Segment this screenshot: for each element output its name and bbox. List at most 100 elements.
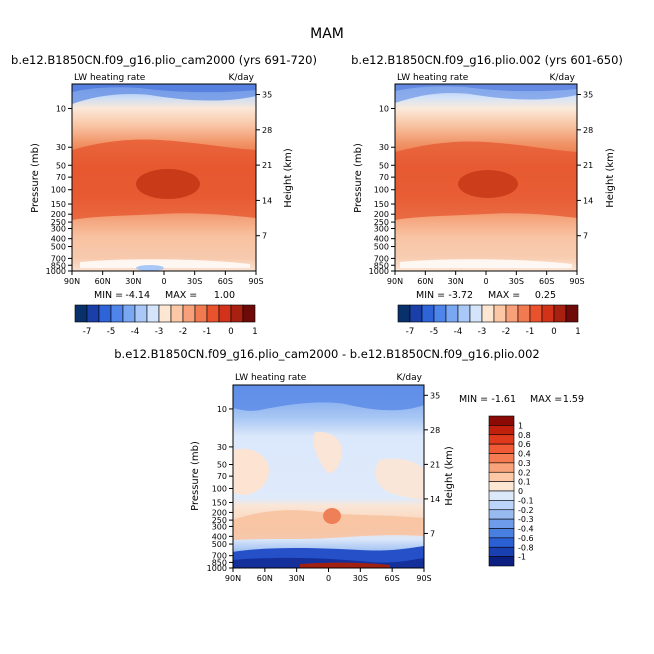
panel-c-colorbar-swatch [488, 518, 515, 529]
panel-b-ytick-label: 200 [374, 210, 389, 219]
panel-c-ytick-label: 150 [212, 498, 227, 507]
panel-a-min-value: -4.14 [125, 290, 150, 301]
panel-c-colorbar-swatch [488, 453, 515, 464]
panel-b-xtick-label: 60N [417, 277, 433, 286]
panel-b-title: b.e12.B1850CN.f09_g16.plio.002 (yrs 601-… [351, 53, 623, 67]
panel-c-colorbar-label: 0.8 [518, 431, 531, 440]
panel-b-colorbar-label: 0 [551, 327, 556, 337]
panel-c-colorbar-label: -0.2 [518, 506, 534, 515]
panel-a-ytick-label: 700 [51, 254, 66, 263]
panel-b-xtick-label: 30S [509, 277, 524, 286]
panel-b-xtick-label: 60S [539, 277, 554, 286]
panel-b-colorbar-swatch [493, 304, 507, 323]
panel-b-colorbar-label: -2 [502, 327, 510, 337]
panel-a-colorbar-swatch [242, 304, 256, 323]
panel-b-colorbar-label: -5 [430, 327, 438, 337]
panel-a-colorbar-label: -1 [203, 327, 211, 337]
panel-a-xtick-label: 30N [125, 277, 141, 286]
panel-c-left-label: LW heating rate [235, 373, 307, 383]
panel-a-ytick-label: 1000 [46, 267, 66, 276]
panel-a-colorbar-swatch [158, 304, 172, 323]
panel-b-colorbar-label: -7 [406, 327, 414, 337]
panel-a-xtick-label: 60S [218, 277, 233, 286]
panel-c-ylabel-right: Height (km) [444, 446, 455, 506]
panel-c-colorbar-swatch [488, 462, 515, 473]
panel-a-colorbar-swatch [146, 304, 160, 323]
panel-c-ytick-right-label: 7 [430, 529, 435, 538]
panel-a-ytick-label: 150 [51, 200, 66, 209]
panel-a-ytick-label: 850 [51, 261, 66, 270]
panel-b-max-label: MAX = [488, 290, 520, 301]
panel-b-ytick-right-label: 21 [583, 161, 593, 170]
panel-a-ytick-label: 10 [56, 104, 66, 113]
panel-c-title: b.e12.B1850CN.f09_g16.plio_cam2000 - b.e… [114, 347, 539, 361]
panel-c-colorbar-swatch [488, 425, 515, 436]
panel-b: b.e12.B1850CN.f09_g16.plio.002 (yrs 601-… [351, 53, 623, 337]
panel-a-max-label: MAX = [165, 290, 197, 301]
panel-c-ytick-label: 200 [212, 508, 227, 517]
panel-a-field [72, 84, 256, 271]
panel-b-colorbar-swatch [565, 304, 579, 323]
panel-c-colorbar-swatch [488, 443, 515, 454]
panel-c-xtick-label: 60S [385, 574, 400, 583]
panel-b-ytick-label: 150 [374, 200, 389, 209]
panel-c-min-value: -1.61 [491, 394, 516, 405]
panel-c-colorbar-label: 0.4 [518, 450, 531, 459]
panel-b-ytick-label: 100 [374, 186, 389, 195]
panel-c-xtick-label: 0 [326, 574, 331, 583]
panel-c-ytick-label: 850 [212, 558, 227, 567]
panel-a-ytick-right-label: 35 [262, 91, 272, 100]
panel-b-xtick-label: 90N [387, 277, 403, 286]
panel-b-ytick-label: 1000 [369, 267, 389, 276]
panel-a-colorbar-label: -3 [155, 327, 163, 337]
panel-a-colorbar-label: 0 [228, 327, 233, 337]
panel-b-colorbar-swatch [517, 304, 531, 323]
panel-c-colorbar-label: -0.6 [518, 534, 534, 543]
panel-c-colorbar-swatch [488, 546, 515, 557]
panel-c-colorbar-swatch [488, 537, 515, 548]
panel-a-colorbar-label: -2 [179, 327, 187, 337]
panel-c-colorbar-swatch [488, 434, 515, 445]
panel-c-ytick-label: 250 [212, 516, 227, 525]
panel-c-ytick-label: 400 [212, 532, 227, 541]
panel-a-colorbar-label: -7 [83, 327, 91, 337]
panel-b-colorbar-swatch [445, 304, 459, 323]
panel-b-xtick-label: 90S [569, 277, 584, 286]
panel-b-ytick-label: 10 [379, 104, 389, 113]
panel-b-ytick-label: 700 [374, 254, 389, 263]
panel-a-colorbar-label: -5 [107, 327, 115, 337]
panel-a-ytick-label: 300 [51, 225, 66, 234]
panel-b-field [395, 84, 577, 271]
panel-b-colorbar-swatch [541, 304, 555, 323]
panel-b-ytick-right-label: 14 [583, 196, 593, 205]
panel-a-xtick-label: 30S [187, 277, 202, 286]
panel-b-ytick-label: 850 [374, 261, 389, 270]
panel-a-right-label: K/day [229, 73, 255, 83]
panel-a-ytick-label: 200 [51, 210, 66, 219]
panel-b-ytick-label: 70 [379, 173, 389, 182]
panel-c-xtick-label: 90N [225, 574, 241, 583]
panel-a-colorbar-swatch [206, 304, 220, 323]
panel-a-colorbar-label: -4 [131, 327, 139, 337]
panel-b-colorbar-swatch [553, 304, 567, 323]
panel-a-min-label: MIN = [94, 290, 123, 301]
panel-b-colorbar-swatch [469, 304, 483, 323]
panel-a-ytick-right-label: 14 [262, 196, 272, 205]
panel-b-colorbar-swatch [457, 304, 471, 323]
panel-c-xtick-label: 30N [289, 574, 305, 583]
panel-a-ytick-label: 100 [51, 186, 66, 195]
panel-b-ytick-label: 250 [374, 218, 389, 227]
panel-c: b.e12.B1850CN.f09_g16.plio_cam2000 - b.e… [114, 347, 584, 583]
figure-title: MAM [310, 26, 344, 42]
panel-a-ytick-label: 50 [56, 161, 66, 170]
panel-a-max-value: 1.00 [214, 290, 235, 301]
panel-c-ytick-label: 700 [212, 552, 227, 561]
panel-a-xtick-label: 60N [95, 277, 111, 286]
panel-a-colorbar-swatch [98, 304, 112, 323]
panel-b-colorbar-label: -3 [478, 327, 486, 337]
panel-b-min-label: MIN = [416, 290, 445, 301]
panel-c-ytick-label: 10 [217, 405, 227, 414]
panel-c-right-label: K/day [397, 373, 423, 383]
panel-c-ytick-right-label: 28 [430, 426, 440, 435]
panel-c-ytick-label: 300 [212, 522, 227, 531]
